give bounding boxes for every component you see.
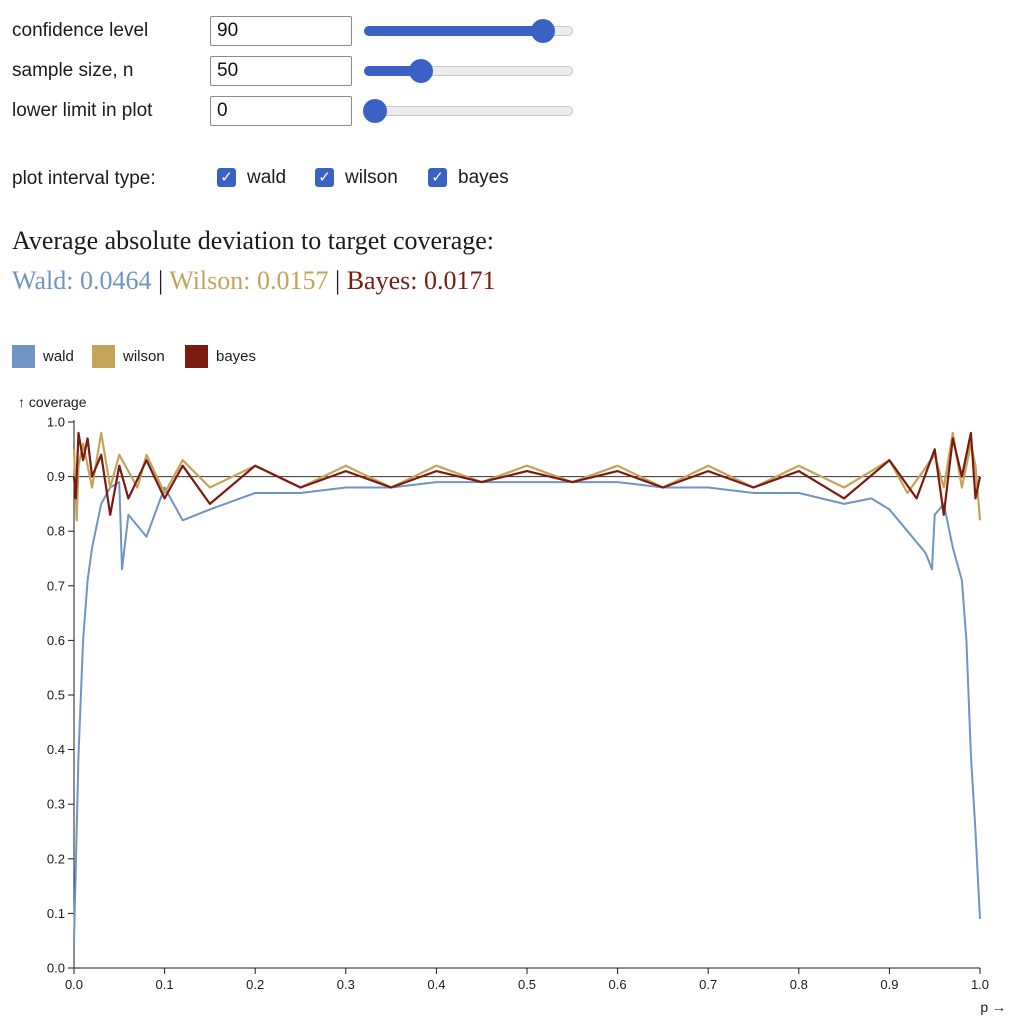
wald-stat: Wald: 0.0464	[12, 266, 152, 295]
y-tick-label: 0.2	[47, 851, 65, 866]
y-tick-label: 1.0	[47, 415, 65, 430]
slider-thumb[interactable]	[363, 99, 387, 123]
y-tick-label: 0.0	[47, 961, 65, 976]
sample-size-row: sample size, n	[12, 56, 612, 88]
bayes-stat: Bayes: 0.0171	[346, 266, 496, 295]
lower-limit-slider[interactable]	[363, 99, 573, 123]
y-axis-label: ↑ coverage	[18, 394, 87, 410]
slider-fill	[364, 66, 422, 76]
wilson-checkbox-label: wilson	[345, 167, 398, 188]
sample-size-input[interactable]	[210, 56, 352, 86]
slider-fill	[364, 26, 544, 36]
y-axis: 0.0 0.1 0.2 0.3 0.4 0.5 0.6 0.7 0.8 0.9 1.0	[47, 415, 75, 976]
y-tick-label: 0.6	[47, 633, 65, 648]
series-line-bayes	[72, 431, 982, 516]
x-tick-label: 1.0	[971, 977, 989, 992]
stat-separator: |	[335, 266, 341, 295]
x-tick-label: 0.5	[518, 977, 536, 992]
y-tick-label: 0.7	[47, 578, 65, 593]
x-tick-label: 0.7	[699, 977, 717, 992]
summary-heading: Average absolute deviation to target cov…	[12, 226, 495, 255]
x-tick-label: 0.0	[65, 977, 83, 992]
interval-type-label: plot interval type:	[12, 168, 156, 189]
legend-label-wald: wald	[43, 348, 74, 365]
y-tick-label: 0.1	[47, 906, 65, 921]
legend-swatch-wald	[12, 345, 35, 368]
confidence-level-row: confidence level	[12, 16, 612, 48]
x-tick-label: 0.2	[246, 977, 264, 992]
stat-separator: |	[157, 266, 164, 295]
confidence-level-input[interactable]	[210, 16, 352, 46]
x-tick-label: 0.8	[790, 977, 808, 992]
lower-limit-input[interactable]	[210, 96, 352, 126]
checkmark-icon: ✓	[315, 168, 334, 187]
coverage-chart: ↑ coverage p → 0.00.10.20.30.40.50.60.70…	[18, 394, 1006, 1015]
wald-checkbox-label: wald	[247, 167, 287, 188]
bayes-checkbox-label: bayes	[458, 167, 509, 188]
slider-thumb[interactable]	[409, 59, 434, 83]
y-tick-label: 0.3	[47, 797, 65, 812]
lower-limit-label: lower limit in plot	[12, 100, 153, 121]
chart-legend: wald wilson bayes	[12, 344, 412, 370]
interval-type-row: plot interval type: ✓ wald ✓ wilson ✓ ba…	[12, 165, 632, 195]
confidence-level-label: confidence level	[12, 20, 149, 41]
series-layer	[72, 431, 982, 941]
summary-stats: Wald: 0.0464 | Wilson: 0.0157 | Bayes: 0…	[12, 266, 495, 296]
x-axis: 0.0 0.1 0.2 0.3 0.4 0.5 0.6 0.7 0.8 0.9 1.0	[65, 967, 989, 992]
x-axis-label: p →	[980, 999, 1006, 1015]
y-tick-label: 0.5	[47, 688, 65, 703]
legend-swatch-bayes	[185, 345, 208, 368]
slider-thumb[interactable]	[531, 19, 556, 43]
y-tick-label: 0.8	[47, 524, 65, 539]
wilson-stat: Wilson: 0.0157	[169, 266, 329, 295]
sample-size-label: sample size, n	[12, 60, 134, 81]
y-tick-label: 0.9	[47, 469, 65, 484]
y-tick-label: 0.4	[47, 742, 65, 757]
checkmark-icon: ✓	[217, 168, 236, 187]
checkmark-icon: ✓	[428, 168, 447, 187]
x-tick-label: 0.3	[337, 977, 355, 992]
sample-size-slider[interactable]	[364, 59, 573, 83]
x-tick-label: 0.1	[156, 977, 174, 992]
x-tick-label: 0.9	[880, 977, 898, 992]
x-tick-label: 0.4	[427, 977, 445, 992]
x-tick-label: 0.6	[609, 977, 627, 992]
lower-limit-row: lower limit in plot	[12, 96, 612, 128]
confidence-level-slider[interactable]	[364, 19, 573, 43]
legend-label-wilson: wilson	[123, 348, 165, 365]
legend-label-bayes: bayes	[216, 348, 257, 365]
slider-track	[364, 106, 573, 116]
series-line-wald	[73, 481, 981, 941]
legend-swatch-wilson	[92, 345, 115, 368]
